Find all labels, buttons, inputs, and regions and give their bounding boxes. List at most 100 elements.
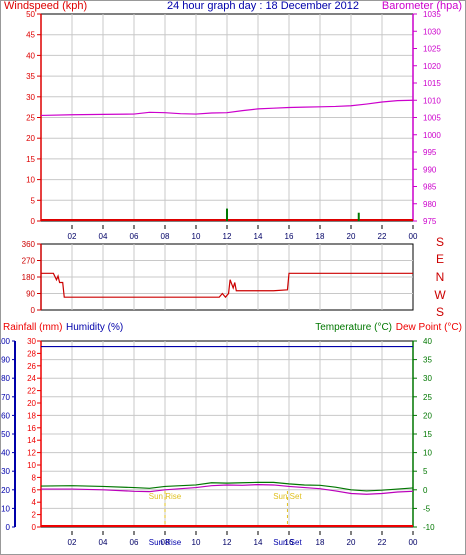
baro-ytick-label-8: 1015 <box>423 79 441 88</box>
compass-label-3: W <box>434 288 446 302</box>
temp-ytick-label-7: 25 <box>423 393 432 402</box>
baro-ytick-label-3: 990 <box>423 165 437 174</box>
baro-ytick-label-4: 995 <box>423 148 437 157</box>
baro-ytick-label-12: 1035 <box>423 10 441 19</box>
wind-panel-xtick-label-7: 16 <box>285 232 294 241</box>
baro-ytick-label-7: 1010 <box>423 96 441 105</box>
temp-panel-xtick-label-10: 22 <box>378 538 387 547</box>
sun-marker-label-0: Sun Rise <box>149 492 182 501</box>
humidity-ytick-label-5: 50 <box>1 430 10 439</box>
humidity-ytick-label-10: 100 <box>0 337 11 346</box>
temp-panel-xtick-label-2: 06 <box>130 538 139 547</box>
wind-ytick-label-8: 40 <box>26 51 35 60</box>
wind-panel-xtick-label-8: 18 <box>316 232 325 241</box>
temp-ytick-label-3: 5 <box>423 467 428 476</box>
temp-ytick-label-5: 15 <box>423 430 432 439</box>
temp-ytick-label-2: 0 <box>423 486 428 495</box>
baro-ytick-label-9: 1020 <box>423 62 441 71</box>
temp-ytick-label-1: -5 <box>423 504 431 513</box>
wind-panel-xtick-label-11: 00 <box>409 232 418 241</box>
windspeed-axis-title: Windspeed (kph) <box>4 0 87 12</box>
rain-ytick-label-6: 12 <box>27 449 36 458</box>
rain-ytick-label-5: 10 <box>27 461 36 470</box>
humidity-ytick-label-1: 10 <box>1 504 10 513</box>
humidity-ytick-label-6: 60 <box>1 411 10 420</box>
temp-panel-xtick-label-4: 10 <box>192 538 201 547</box>
wind-ytick-label-3: 15 <box>26 155 35 164</box>
rain-ytick-label-9: 18 <box>27 411 36 420</box>
compass-label-4: S <box>436 305 444 319</box>
temp-ytick-label-8: 30 <box>423 374 432 383</box>
wind-ytick-label-2: 10 <box>26 176 35 185</box>
wind-panel-xtick-label-10: 22 <box>378 232 387 241</box>
wind-panel-xtick-label-6: 14 <box>254 232 263 241</box>
direction-ytick-label-2: 180 <box>22 273 36 282</box>
baro-ytick-label-10: 1025 <box>423 45 441 54</box>
wind-panel-xtick-label-1: 04 <box>99 232 108 241</box>
temp-panel-xtick-label-1: 04 <box>99 538 108 547</box>
rain-ytick-label-15: 30 <box>27 337 36 346</box>
baro-ytick-label-5: 1000 <box>423 131 441 140</box>
rain-ytick-label-4: 8 <box>32 473 37 482</box>
wind-ytick-label-9: 45 <box>26 31 35 40</box>
baro-ytick-label-1: 980 <box>423 200 437 209</box>
temperature-line <box>40 481 414 492</box>
wind-panel-xtick-label-2: 06 <box>130 232 139 241</box>
wind-panel-xtick-label-5: 12 <box>223 232 232 241</box>
rain-ytick-label-1: 2 <box>32 511 37 520</box>
temp-ytick-label-6: 20 <box>423 411 432 420</box>
direction-ytick-label-0: 0 <box>31 306 36 315</box>
temp-panel-xtick-label-8: 18 <box>316 538 325 547</box>
humidity-ytick-label-7: 70 <box>1 393 10 402</box>
wind-ytick-label-7: 35 <box>26 72 35 81</box>
direction-ytick-label-1: 90 <box>26 290 35 299</box>
wind-panel-xtick-label-3: 08 <box>161 232 170 241</box>
temp-panel-xtick-label-3: 08 <box>161 538 170 547</box>
temp-panel-xtick-label-0: 02 <box>68 538 77 547</box>
wind-ytick-label-4: 20 <box>26 134 35 143</box>
rain-ytick-label-7: 14 <box>27 436 36 445</box>
temp-ytick-label-0: -10 <box>423 523 435 532</box>
wind-panel-xtick-label-0: 02 <box>68 232 77 241</box>
barometer-axis-title: Barometer (hpa) <box>382 0 462 12</box>
wind-ytick-label-6: 30 <box>26 93 35 102</box>
humidity-ytick-label-9: 90 <box>1 356 10 365</box>
humidity-ytick-label-4: 40 <box>1 449 10 458</box>
temp-panel-xtick-label-5: 12 <box>223 538 232 547</box>
sun-marker-bottom-label-1: Sun Set <box>273 538 302 547</box>
humidity-ytick-label-0: 0 <box>6 523 11 532</box>
baro-ytick-label-11: 1030 <box>423 27 441 36</box>
wind-ytick-label-5: 25 <box>26 114 35 123</box>
rain-ytick-label-14: 28 <box>27 349 36 358</box>
sun-marker-bottom-label-0: Sun Rise <box>149 538 182 547</box>
rain-ytick-label-10: 20 <box>27 399 36 408</box>
compass-label-1: E <box>436 252 444 266</box>
wind-ytick-label-1: 5 <box>31 196 36 205</box>
rain-ytick-label-0: 0 <box>32 523 37 532</box>
rain-ytick-label-3: 6 <box>32 486 37 495</box>
humidity-ytick-label-8: 80 <box>1 374 10 383</box>
direction-ytick-label-3: 270 <box>22 257 36 266</box>
temp-ytick-label-9: 35 <box>423 356 432 365</box>
wind-ytick-label-10: 50 <box>26 10 35 19</box>
temp-ytick-label-10: 40 <box>423 337 432 346</box>
temp-panel-xtick-label-11: 00 <box>409 538 418 547</box>
dewpoint-line <box>41 483 414 495</box>
temperature-axis-title: Temperature (°C) <box>315 322 392 333</box>
humidity-ytick-label-2: 20 <box>1 486 10 495</box>
wind-panel-xtick-label-4: 10 <box>192 232 201 241</box>
temp-panel-xtick-label-7: 16 <box>285 538 294 547</box>
humidity-axis-title: Humidity (%) <box>66 322 123 333</box>
rain-ytick-label-13: 26 <box>27 362 36 371</box>
compass-label-0: S <box>436 235 444 249</box>
compass-label-2: N <box>436 270 445 284</box>
chart-title: 24 hour graph day : 18 December 2012 <box>167 0 359 12</box>
baro-ytick-label-2: 985 <box>423 183 437 192</box>
temp-ytick-label-4: 10 <box>423 449 432 458</box>
direction-ytick-label-4: 360 <box>22 240 36 249</box>
rainfall-axis-title: Rainfall (mm) <box>3 322 62 333</box>
rain-ytick-label-2: 4 <box>32 498 37 507</box>
baro-ytick-label-6: 1005 <box>423 114 441 123</box>
dewpoint-axis-title: Dew Point (°C) <box>396 322 462 333</box>
